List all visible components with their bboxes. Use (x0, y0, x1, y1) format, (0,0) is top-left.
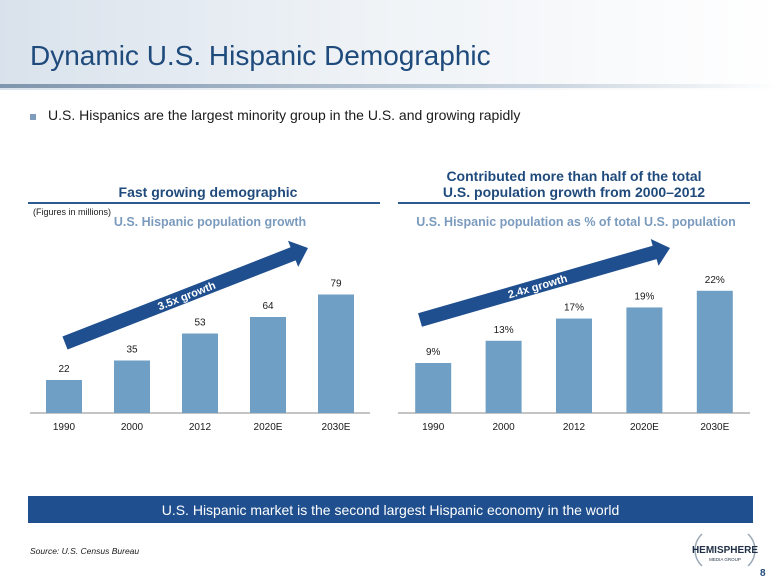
right-panel-heading-line2: U.S. population growth from 2000–2012 (442, 184, 706, 200)
left-chart-data-label: 79 (330, 279, 342, 290)
left-panel-rule (28, 202, 380, 204)
hemisphere-logo: HEMISPHERE MEDIA GROUP (692, 533, 758, 567)
right-panel-heading: Contributed more than half of the total … (398, 168, 750, 200)
right-chart-data-label: 22% (705, 275, 725, 286)
logo-arc-icon (694, 533, 703, 567)
left-chart-title: U.S. Hispanic population growth (113, 215, 307, 229)
right-chart-growth-label: 2.4x growth (507, 273, 569, 302)
right-chart-bar (415, 363, 452, 413)
left-chart-data-label: 64 (262, 301, 274, 312)
left-chart-bar (182, 333, 218, 413)
right-panel-rule (398, 202, 750, 204)
bullet-text: U.S. Hispanics are the largest minority … (48, 107, 521, 123)
right-chart-tick-label: 2020E (630, 422, 659, 433)
bullet-marker (30, 114, 36, 120)
right-chart-bar (556, 318, 592, 413)
left-chart-growth-arrow-shape (62, 240, 308, 350)
left-chart-tick-label: 2030E (322, 422, 351, 433)
figures-note: (Figures in millions) (33, 207, 112, 217)
source-note: Source: U.S. Census Bureau (30, 546, 140, 556)
right-chart-bar (626, 307, 663, 413)
header-background (0, 0, 780, 90)
right-panel-heading-line1: Contributed more than half of the total (446, 168, 702, 184)
right-chart-data-label: 19% (634, 291, 654, 302)
left-chart-data-label: 35 (126, 345, 138, 356)
logo-text: HEMISPHERE (692, 545, 758, 556)
left-chart-tick-label: 1990 (53, 422, 76, 433)
population-share-chart: 9% 1990 13% 2000 17% 2012 19% 2020E 22% 2030E 2.4x… (398, 238, 750, 433)
left-chart-data-label: 53 (194, 318, 206, 329)
logo-subtext: MEDIA GROUP (709, 557, 741, 562)
logo-arc-right-icon (747, 533, 756, 567)
right-chart-data-label: 13% (494, 325, 514, 336)
left-panel-heading: Fast growing demographic (118, 184, 298, 200)
right-chart-data-label: 9% (426, 347, 441, 358)
right-chart-bar (485, 340, 522, 413)
right-chart-title: U.S. Hispanic population as % of total U… (416, 215, 736, 229)
left-chart-tick-label: 2020E (254, 422, 283, 433)
right-chart-bar (696, 290, 733, 413)
left-chart-data-label: 22 (58, 364, 70, 375)
right-chart-tick-label: 2012 (563, 422, 586, 433)
left-chart-bar (114, 360, 150, 413)
page-number: 8 (760, 568, 766, 579)
right-chart-data-label: 17% (564, 303, 584, 314)
right-chart-tick-label: 2000 (492, 422, 515, 433)
right-chart-tick-label: 2030E (700, 422, 729, 433)
left-chart-bar (318, 294, 354, 413)
right-chart-tick-label: 1990 (422, 422, 445, 433)
left-chart-tick-label: 2000 (121, 422, 144, 433)
header-divider (0, 84, 780, 88)
right-chart-growth-arrow-shape (418, 238, 670, 327)
page-title: Dynamic U.S. Hispanic Demographic (30, 40, 491, 71)
left-chart-bar (250, 317, 286, 413)
left-chart-tick-label: 2012 (189, 422, 212, 433)
left-chart-bar (46, 380, 82, 413)
banner: U.S. Hispanic market is the second large… (28, 496, 753, 523)
